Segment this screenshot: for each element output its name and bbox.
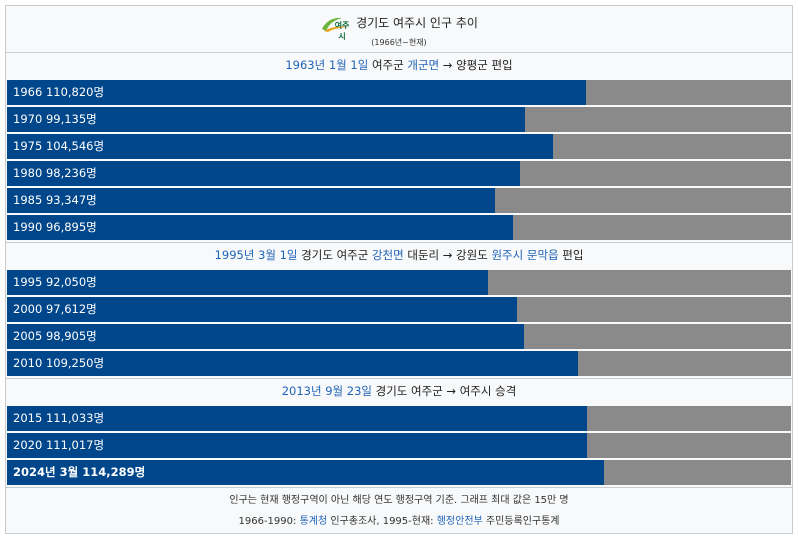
value-label: 111,017명 [45, 438, 105, 452]
value-label: 110,820명 [45, 85, 105, 99]
text: → 양평군 편입 [439, 58, 513, 72]
category-label: 2010 [13, 356, 43, 370]
value-label: 99,135명 [45, 112, 97, 126]
notes: 인구는 현재 행정구역이 아닌 해당 연도 행정구역 기준. 그래프 최대 값은… [6, 487, 792, 533]
bar-row: 1975 104,546명 [7, 134, 791, 159]
note-line: 1966-1990: 통계청 인구총조사, 1995-현재: 행정안전부 주민등… [6, 511, 792, 532]
bar-label: 1995 92,050명 [13, 270, 97, 295]
bar-label: 1990 96,895명 [13, 215, 97, 240]
value-label: 111,033명 [45, 411, 105, 425]
category-label: 2005 [13, 329, 43, 343]
text: 1966-1990: [238, 516, 300, 527]
text: 여주군 [368, 58, 408, 72]
logo: 여주시 [320, 15, 352, 41]
value-label: 97,612명 [45, 302, 97, 316]
bar [7, 324, 524, 349]
bar [7, 433, 588, 458]
bar-row: 1985 93,347명 [7, 188, 791, 213]
bar-label: 1966 110,820명 [13, 80, 104, 105]
bar-label: 1975 104,546명 [13, 134, 104, 159]
text: 경기도 여주군 [297, 248, 372, 262]
bar [7, 161, 521, 186]
link-text[interactable]: 개군면 [407, 58, 440, 72]
text: 인구는 현재 행정구역이 아닌 해당 연도 행정구역 기준. 그래프 최대 값은… [229, 495, 569, 506]
section-heading: 1995년 3월 1일 경기도 여주군 강천면 대둔리 → 강원도 원주시 문막… [6, 242, 792, 268]
category-label: 1970 [13, 112, 43, 126]
bar-label: 1985 93,347명 [13, 188, 97, 213]
bar-label: 2024년 3월 114,289명 [13, 460, 145, 485]
bar-row: 1980 98,236명 [7, 161, 791, 186]
category-label: 1990 [13, 220, 43, 234]
bar-row: 1966 110,820명 [7, 80, 791, 105]
value-label: 109,250명 [45, 356, 105, 370]
bar [7, 297, 518, 322]
bar-row: 1995 92,050명 [7, 270, 791, 295]
subtitle: (1966년~현재) [371, 38, 427, 47]
link-text[interactable]: 2013년 9월 23일 [281, 384, 372, 398]
category-label: 2020 [13, 438, 43, 452]
value-label: 98,905명 [45, 329, 97, 343]
value-label: 96,895명 [45, 220, 97, 234]
category-label: 1975 [13, 139, 43, 153]
bar-row: 1970 99,135명 [7, 107, 791, 132]
bar-label: 2015 111,033명 [13, 406, 104, 431]
bar-row: 2010 109,250명 [7, 351, 791, 376]
bar [7, 188, 495, 213]
bar-row: 2000 97,612명 [7, 297, 791, 322]
bar [7, 406, 588, 431]
bar [7, 134, 554, 159]
note-line: 인구는 현재 행정구역이 아닌 해당 연도 행정구역 기준. 그래프 최대 값은… [6, 490, 792, 511]
bar-row: 2020 111,017명 [7, 433, 791, 458]
value-label: 93,347명 [45, 193, 97, 207]
text: 경기도 여주군 → 여주시 승격 [371, 384, 517, 398]
section-heading: 2013년 9월 23일 경기도 여주군 → 여주시 승격 [6, 378, 792, 404]
bar [7, 270, 489, 295]
link-text[interactable]: 1995년 3월 1일 [214, 248, 298, 262]
text: 편입 [558, 248, 584, 262]
bar-row: 1990 96,895명 [7, 215, 791, 240]
bar-label: 1980 98,236명 [13, 161, 97, 186]
bar-label: 2020 111,017명 [13, 433, 104, 458]
bar [7, 80, 587, 105]
text: 인구총조사, 1995-현재: [327, 516, 437, 527]
text: 대둔리 → 강원도 [403, 248, 492, 262]
bar-label: 1970 99,135명 [13, 107, 97, 132]
category-label: 2000 [13, 302, 43, 316]
logo-icon [322, 17, 349, 32]
bar [7, 460, 605, 485]
link-text[interactable]: 1963년 1월 1일 [285, 58, 369, 72]
category-label: 1966 [13, 85, 43, 99]
chart: 여주시 경기도 여주시 인구 추이 (1966년~현재) 1963년 1월 1일 … [5, 5, 793, 534]
category-label: 2024년 3월 [13, 465, 79, 479]
chart-title: 경기도 여주시 인구 추이 [356, 16, 478, 30]
bar [7, 351, 578, 376]
link-text[interactable]: 행정안전부 [436, 516, 483, 527]
bar-row: 2005 98,905명 [7, 324, 791, 349]
bar [7, 215, 514, 240]
value-label: 114,289명 [82, 465, 146, 479]
title-line: 여주시 경기도 여주시 인구 추이 [6, 14, 792, 41]
category-label: 1995 [13, 275, 43, 289]
bar-label: 2010 109,250명 [13, 351, 104, 376]
bars: 1963년 1월 1일 여주군 개군면 → 양평군 편입 1966 110,820… [6, 52, 792, 485]
section-heading: 1963년 1월 1일 여주군 개군면 → 양평군 편입 [6, 52, 792, 78]
category-label: 1980 [13, 166, 43, 180]
link-text[interactable]: 강천면 [371, 248, 404, 262]
bar-label: 2005 98,905명 [13, 324, 97, 349]
value-label: 98,236명 [45, 166, 97, 180]
header: 여주시 경기도 여주시 인구 추이 (1966년~현재) [6, 6, 792, 52]
value-label: 92,050명 [45, 275, 97, 289]
link-text[interactable]: 통계청 [299, 516, 328, 527]
bar [7, 107, 526, 132]
value-label: 104,546명 [45, 139, 105, 153]
link-text[interactable]: 원주시 문막읍 [491, 248, 559, 262]
bar-label: 2000 97,612명 [13, 297, 97, 322]
bar-row: 2024년 3월 114,289명 [7, 460, 791, 485]
text: 주민등록인구통계 [482, 516, 560, 527]
bar-row: 2015 111,033명 [7, 406, 791, 431]
category-label: 2015 [13, 411, 43, 425]
logo-text: 여주시 [334, 20, 350, 41]
category-label: 1985 [13, 193, 43, 207]
